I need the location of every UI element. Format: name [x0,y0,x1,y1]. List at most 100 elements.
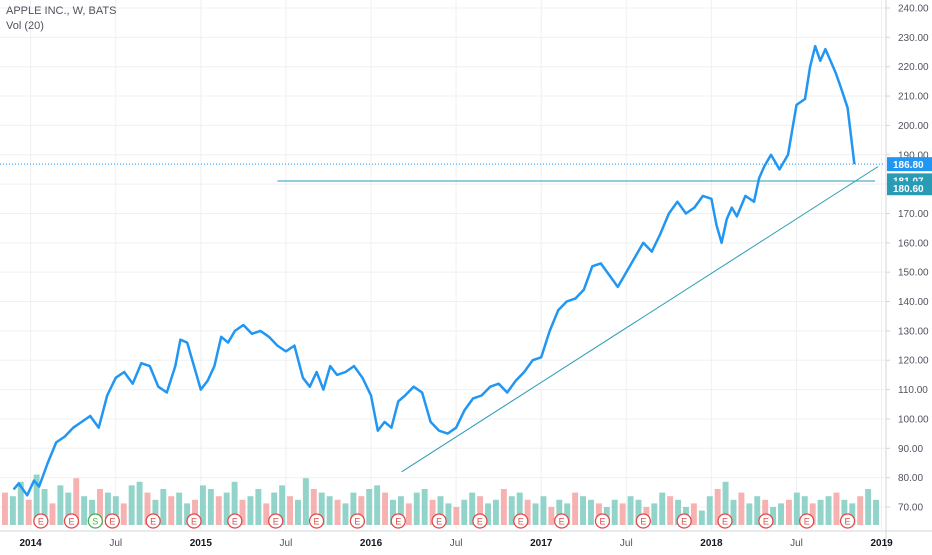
y-tick-label: 130.00 [898,326,929,337]
earnings-marker-label: E [518,517,524,527]
volume-bar [524,499,531,525]
volume-bar [255,489,262,525]
y-tick-label: 220.00 [898,62,929,73]
volume-bar [762,499,769,525]
volume-bar [675,499,682,525]
volume-bar [25,499,32,525]
earnings-marker [227,513,243,529]
volume-bar [801,496,808,525]
volume-bar [342,503,349,525]
y-tick-label: 80.00 [898,473,923,484]
volume-bar [65,492,72,525]
earnings-marker [308,513,325,529]
volume-bar [168,496,175,525]
volume-bar [793,492,800,525]
volume-bar [223,492,230,525]
volume-bar [263,503,270,525]
y-tick-label: 170.00 [898,209,929,220]
volume-bar [778,503,784,525]
volume-bar [239,499,246,525]
earnings-marker-label: E [109,517,115,527]
volume-bar [516,492,523,525]
volume-bar [627,496,634,525]
x-tick-label: 2019 [870,538,893,549]
trend-price-badge: 180.60 [893,184,924,195]
volume-bar [722,481,729,525]
earnings-marker-label: E [845,517,851,527]
volume-bar [817,499,824,525]
y-tick-label: 150.00 [898,268,929,279]
current-price-badge: 186.80 [893,160,924,171]
volume-bar [390,499,396,525]
earnings-marker-label: E [477,517,483,527]
volume-bar [809,503,816,525]
volume-bar [698,510,705,525]
y-tick-label: 190.00 [898,150,929,161]
earnings-marker [635,513,651,529]
y-tick-label: 210.00 [898,92,929,103]
earnings-marker [104,513,120,529]
earnings-marker [594,513,611,529]
volume-bar [207,489,214,525]
earnings-marker-label: E [763,517,769,527]
volume-bar [89,499,96,525]
volume-bar [104,492,111,525]
x-tick-label: Jul [620,538,633,549]
volume-bar [144,492,151,525]
volume-bar [17,481,24,525]
volume-bar [41,489,48,525]
y-tick-label: 240.00 [898,4,929,15]
earnings-marker-label: E [722,517,728,527]
earnings-marker-label: E [436,517,442,527]
earnings-marker-label: E [681,517,687,527]
volume-bar [754,496,761,525]
volume-bar [160,489,167,525]
x-tick-label: 2015 [190,538,213,549]
volume-bar [580,496,586,525]
volume-bar [445,503,452,525]
volume-bar [635,499,642,525]
x-tick-label: Jul [280,538,293,549]
volume-bar [49,503,56,525]
y-tick-label: 140.00 [898,297,929,308]
y-tick-label: 120.00 [898,356,929,367]
volume-bar [2,492,8,525]
volume-bar [690,503,697,525]
volume-bar [437,496,444,525]
volume-bar [714,489,721,525]
earnings-marker [268,513,284,529]
earnings-marker [390,513,406,529]
volume-bar [128,485,135,525]
earnings-marker-label: E [273,517,279,527]
volume-bar [81,496,88,525]
earnings-marker [472,513,488,529]
volume-indicator-label[interactable]: Vol (20) [6,20,44,32]
earnings-marker [513,513,529,529]
earnings-marker [33,513,49,529]
x-tick-label: 2017 [530,538,553,549]
volume-bar [730,499,737,525]
volume-bar [595,503,602,525]
volume-bar [33,474,40,525]
volume-bar [556,499,563,525]
volume-bar [215,496,222,525]
volume-bar [231,481,238,525]
symbol-title[interactable]: APPLE INC., W, BATS [6,5,117,17]
earnings-marker [553,513,570,529]
volume-bar [310,489,317,525]
volume-bar [350,492,357,525]
volume-bar [833,492,840,525]
x-tick-label: Jul [790,538,803,549]
volume-bar [374,485,381,525]
earnings-marker-label: E [559,517,565,527]
volume-bar [532,503,539,525]
volume-bar [405,503,412,525]
earnings-marker-label: E [232,517,238,527]
volume-bar [184,503,191,525]
volume-bar [366,489,373,525]
volume-bar [667,496,674,525]
volume-bar [421,489,428,525]
volume-bar [413,492,420,525]
